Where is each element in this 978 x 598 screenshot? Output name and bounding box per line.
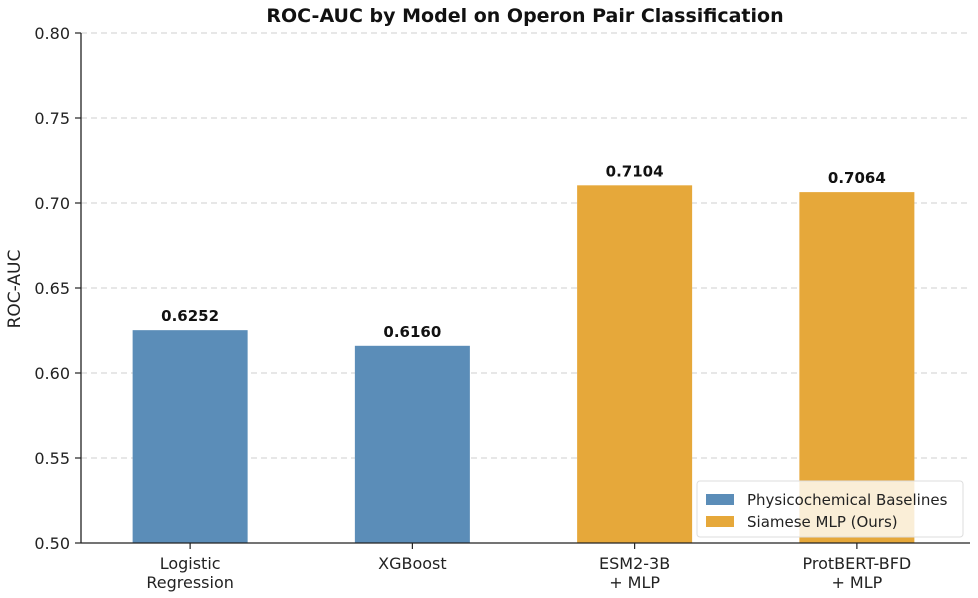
x-tick-label: Logistic <box>160 554 221 573</box>
y-tick-label: 0.60 <box>34 364 70 383</box>
y-tick-label: 0.50 <box>34 534 70 553</box>
x-tick-label: ESM2-3B <box>599 554 670 573</box>
x-tick-label: + MLP <box>609 573 660 592</box>
legend-label: Physicochemical Baselines <box>747 491 948 509</box>
y-tick-label: 0.80 <box>34 24 70 43</box>
legend-swatch <box>706 494 734 505</box>
x-tick-label: Regression <box>146 573 234 592</box>
bar <box>577 185 693 543</box>
bar <box>132 330 248 543</box>
bar <box>354 345 470 543</box>
legend: Physicochemical Baselines Siamese MLP (Ou… <box>696 480 964 538</box>
x-tick-label: XGBoost <box>378 554 447 573</box>
y-tick-label: 0.65 <box>34 279 70 298</box>
y-axis-label: ROC-AUC <box>5 250 25 329</box>
x-tick-label: + MLP <box>831 573 882 592</box>
y-tick-label: 0.55 <box>34 449 70 468</box>
y-tick-label: 0.75 <box>34 109 70 128</box>
chart-title: ROC-AUC by Model on Operon Pair Classifi… <box>266 5 783 27</box>
y-tick-label: 0.70 <box>34 194 70 213</box>
bar-value-label: 0.6252 <box>161 307 219 325</box>
bar-value-label: 0.7064 <box>828 169 886 187</box>
value-labels: 0.6252 0.6160 0.7104 0.7064 <box>161 162 886 340</box>
legend-label: Siamese MLP (Ours) <box>747 513 898 531</box>
y-ticks: 0.50 0.55 0.60 0.65 0.70 0.75 0.80 <box>34 24 81 553</box>
legend-swatch <box>706 516 734 527</box>
x-tick-label: ProtBERT-BFD <box>803 554 912 573</box>
bar-value-label: 0.7104 <box>606 162 664 180</box>
legend-box <box>696 480 964 538</box>
bar-value-label: 0.6160 <box>383 323 441 341</box>
